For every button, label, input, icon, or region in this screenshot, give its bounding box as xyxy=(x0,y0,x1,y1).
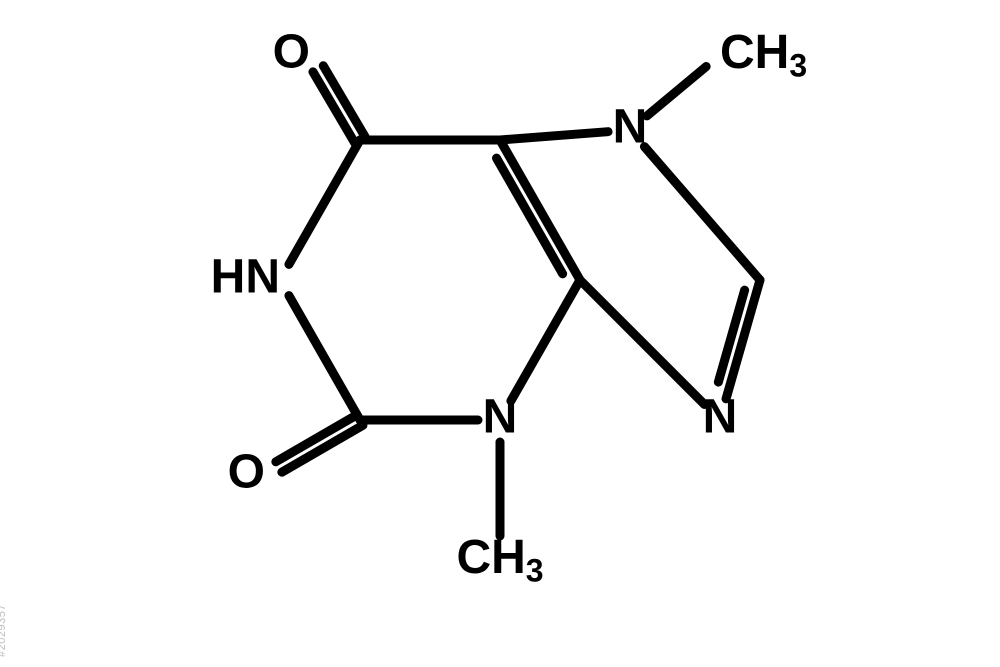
bond-line xyxy=(647,67,706,116)
bond-line xyxy=(500,132,608,140)
bond-line xyxy=(289,296,360,420)
chemical-structure-diagram: HN N O O N N CH3 CH3 xyxy=(0,0,1000,667)
bond-line xyxy=(497,158,563,274)
atom-label-n3: N xyxy=(483,391,518,444)
atom-label-n9: N xyxy=(703,391,738,444)
atom-label-m7: CH3 xyxy=(720,26,807,84)
atom-label-n7: N xyxy=(613,101,648,154)
bond-line xyxy=(500,140,580,280)
atom-label-o6: O xyxy=(273,26,310,79)
bond-line xyxy=(580,280,704,404)
bond-line xyxy=(511,280,580,401)
atom-label-n1: HN xyxy=(211,251,280,304)
atom-label-o2: O xyxy=(228,446,265,499)
bond-line xyxy=(644,147,760,280)
atom-label-m3: CH3 xyxy=(456,531,543,589)
watermark-id: #2029357 xyxy=(0,604,8,657)
bond-line xyxy=(289,140,360,264)
